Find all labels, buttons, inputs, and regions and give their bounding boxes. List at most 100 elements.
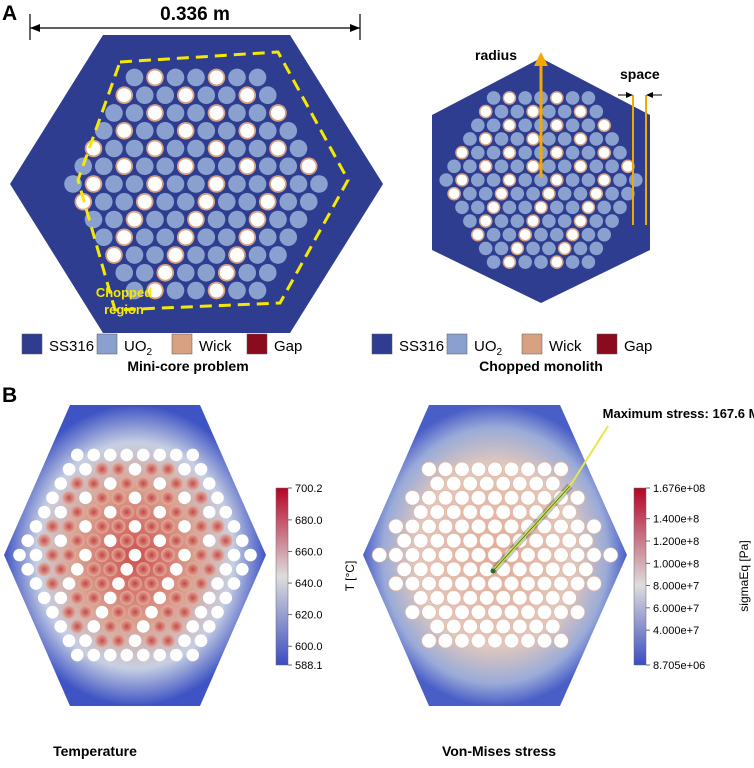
pin-hole bbox=[602, 547, 619, 563]
fuel-hotspot bbox=[95, 633, 109, 648]
heat-pipe-bore bbox=[480, 161, 492, 172]
heat-pipe-bore bbox=[504, 147, 515, 158]
fuel-pin bbox=[494, 104, 509, 119]
pin-hole bbox=[446, 504, 462, 520]
fuel-hotspot bbox=[128, 605, 142, 620]
fuel-hotspot bbox=[169, 590, 184, 605]
heat-pipe-hole bbox=[153, 477, 167, 490]
fuel-pin bbox=[534, 255, 548, 269]
fuel-hotspot bbox=[136, 562, 151, 577]
heat-pipe-bore bbox=[86, 141, 101, 156]
fuel-pin bbox=[176, 192, 195, 211]
pin-hole bbox=[495, 475, 511, 492]
heat-pipe-hole bbox=[103, 448, 117, 462]
fuel-pin bbox=[550, 200, 564, 215]
dimension-label: 0.336 m bbox=[160, 4, 230, 25]
fuel-pin bbox=[125, 139, 144, 158]
fuel-hotspot bbox=[169, 533, 184, 548]
fuel-pin bbox=[248, 175, 267, 193]
pin-hole bbox=[545, 561, 561, 577]
fuel-pin bbox=[621, 186, 635, 201]
heat-pipe-hole bbox=[194, 605, 208, 619]
fuel-pin bbox=[135, 228, 154, 247]
heat-pipe-hole bbox=[79, 548, 92, 562]
heat-pipe-hole bbox=[161, 577, 175, 590]
heat-pipe-hole bbox=[54, 534, 68, 548]
heat-pipe-bore bbox=[535, 202, 547, 213]
heat-pipe-hole bbox=[136, 648, 150, 662]
legend-swatch bbox=[96, 333, 118, 355]
fuel-pin bbox=[542, 241, 556, 256]
fuel-hotspot bbox=[111, 462, 126, 477]
max-stress-pointer bbox=[490, 425, 609, 574]
fuel-pin bbox=[557, 104, 572, 119]
caption-stress: Von-Mises stress bbox=[442, 743, 556, 759]
heat-pipe-bore bbox=[148, 283, 162, 298]
heat-pipe-bore bbox=[598, 147, 610, 158]
fuel-pin bbox=[542, 214, 556, 228]
heat-pipe-bore bbox=[575, 215, 586, 227]
fuel-pin bbox=[105, 210, 123, 229]
heat-pipe-hole bbox=[202, 534, 216, 548]
fuel-pin bbox=[258, 228, 277, 247]
legend-swatch bbox=[521, 333, 543, 355]
stress-colorbar-ticks: 1.676e+08 1.400e+8 1.200e+8 1.000e+8 8.000e+… bbox=[646, 483, 705, 672]
fuel-pin bbox=[115, 263, 134, 282]
legend-label: UO2 bbox=[124, 338, 153, 358]
fuel-pin bbox=[486, 255, 501, 269]
fuel-pin bbox=[581, 91, 596, 105]
fuel-pin bbox=[557, 132, 572, 146]
heat-pipe-hole bbox=[244, 548, 257, 562]
fuel-hotspot bbox=[95, 519, 109, 534]
fuel-pin bbox=[494, 241, 509, 256]
heat-pipe-hole bbox=[21, 534, 35, 548]
heat-pipe-bore bbox=[527, 215, 539, 227]
fuel-pin bbox=[207, 246, 226, 264]
fuel-pin bbox=[187, 68, 205, 87]
pin-hole bbox=[404, 575, 421, 592]
heat-pipe-hole bbox=[178, 520, 191, 533]
fuel-pin bbox=[125, 281, 144, 300]
pin-hole bbox=[512, 561, 528, 577]
heat-pipe-hole bbox=[37, 591, 51, 605]
fuel-hotspot bbox=[111, 490, 126, 505]
heat-pipe-bore bbox=[240, 159, 255, 174]
legend-chopped: SS316 UO2 Wick Gap bbox=[371, 333, 652, 358]
fuel-pin bbox=[289, 210, 308, 229]
heat-pipe-bore bbox=[127, 212, 142, 227]
fuel-pin bbox=[589, 159, 604, 174]
legend-swatch bbox=[596, 333, 618, 355]
fuel-pin bbox=[197, 121, 216, 140]
heat-pipe-hole bbox=[202, 477, 216, 490]
fuel-pin bbox=[135, 86, 154, 105]
colorbar-tick-label: 8.705e+06 bbox=[653, 660, 705, 672]
fuel-pin bbox=[486, 118, 501, 133]
pin-hole bbox=[503, 490, 520, 506]
pin-hole bbox=[512, 590, 528, 606]
fuel-pin bbox=[228, 139, 246, 158]
fuel-pin bbox=[565, 91, 580, 105]
heat-pipe-bore bbox=[559, 243, 570, 254]
heat-pipe-bore bbox=[209, 141, 224, 156]
pin-hole bbox=[578, 533, 594, 549]
fuel-hotspot bbox=[194, 576, 208, 591]
pin-hole bbox=[462, 590, 478, 606]
heat-pipe-bore bbox=[575, 161, 586, 172]
pin-hole bbox=[536, 604, 553, 620]
heat-pipe-hole bbox=[54, 477, 68, 490]
fuel-pin bbox=[279, 121, 298, 140]
heat-pipe-bore bbox=[598, 174, 610, 186]
pin-hole bbox=[553, 518, 569, 535]
heat-pipe-hole bbox=[169, 448, 183, 462]
legend-swatch bbox=[446, 333, 468, 355]
fuel-hotspot bbox=[144, 519, 159, 534]
pin-hole bbox=[512, 475, 528, 492]
pin-hole bbox=[528, 561, 544, 577]
fuel-hotspot bbox=[136, 590, 151, 605]
fuel-pin bbox=[471, 118, 485, 133]
fuel-pin bbox=[463, 186, 477, 201]
fuel-pin bbox=[565, 200, 580, 215]
heat-pipe-hole bbox=[153, 505, 167, 519]
fuel-pin bbox=[258, 121, 277, 140]
fuel-pin bbox=[289, 139, 308, 158]
